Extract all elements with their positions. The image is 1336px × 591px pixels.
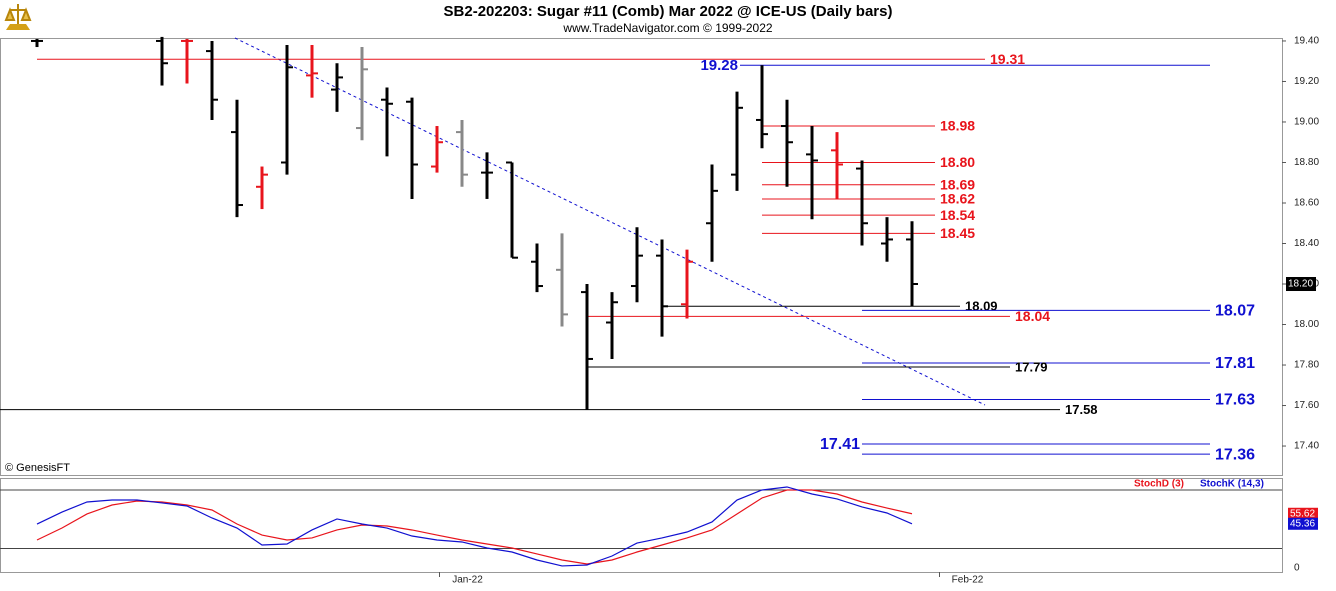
level-label: 18.45 — [940, 225, 975, 241]
level-label: 17.58 — [1065, 402, 1098, 417]
chart-subtitle: www.TradeNavigator.com © 1999-2022 — [562, 21, 772, 35]
level-label: 18.54 — [940, 207, 975, 223]
y-tick-label: 18.80 — [1294, 157, 1319, 168]
legend-entry: StochD (3) — [1134, 479, 1184, 490]
stoch-line — [36, 486, 913, 567]
level-label: 18.07 — [1215, 303, 1255, 320]
logo — [4, 4, 32, 30]
level-label: 18.09 — [965, 299, 998, 314]
trend-line — [234, 37, 986, 406]
level-label: 17.63 — [1215, 392, 1255, 409]
value-tag — [1288, 507, 1318, 520]
level-label: 19.28 — [700, 57, 738, 74]
main-panel-border — [0, 38, 1283, 476]
level-label: 17.81 — [1215, 355, 1255, 372]
last-price-label: 18.20 — [1288, 279, 1313, 290]
stoch-panel-border — [0, 478, 1283, 573]
last-price-tag — [1286, 277, 1316, 292]
y-tick-label: 17.40 — [1294, 441, 1319, 452]
y-tick-label: 18.40 — [1294, 238, 1319, 249]
stoch-line — [36, 489, 913, 565]
level-label: 19.31 — [990, 51, 1025, 67]
y-tick-label: 19.40 — [1294, 36, 1319, 47]
level-label: 18.98 — [940, 118, 975, 134]
level-label: 18.80 — [940, 154, 975, 170]
legend-entry: StochK (14,3) — [1200, 479, 1264, 490]
level-label: 18.62 — [940, 191, 975, 207]
stoch-tick-label: 0 — [1294, 563, 1300, 574]
level-label: 17.79 — [1015, 359, 1048, 374]
value-tag — [1288, 517, 1318, 530]
y-tick-label: 17.80 — [1294, 360, 1319, 371]
y-tick-label: 19.00 — [1294, 117, 1319, 128]
level-label: 18.69 — [940, 176, 975, 192]
watermark: © GenesisFT — [5, 462, 70, 474]
y-tick-label: 18.60 — [1294, 198, 1319, 209]
y-tick-label: 19.20 — [1294, 76, 1319, 87]
value-tag-label: 45.36 — [1290, 518, 1315, 529]
level-label: 17.41 — [820, 436, 860, 453]
y-tick-label: 17.60 — [1294, 400, 1319, 411]
level-label: 18.04 — [1015, 308, 1050, 324]
level-label: 17.36 — [1215, 446, 1255, 463]
x-tick-label: Jan-22 — [452, 575, 483, 586]
value-tag-label: 55.62 — [1290, 508, 1315, 519]
chart-title: SB2-202203: Sugar #11 (Comb) Mar 2022 @ … — [444, 3, 893, 20]
y-tick-label: 18.00 — [1294, 319, 1319, 330]
x-tick-label: Feb-22 — [952, 575, 984, 586]
